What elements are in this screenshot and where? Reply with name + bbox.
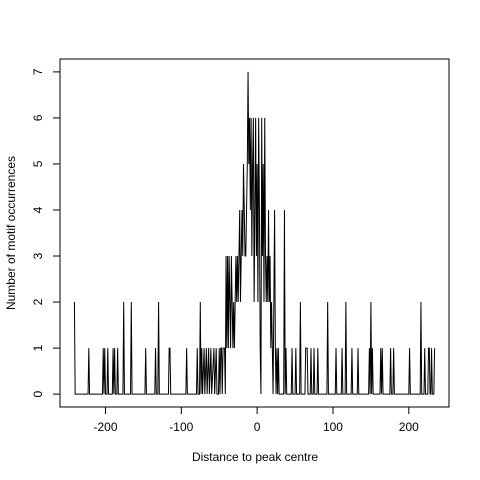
y-tick-label: 3 [31, 252, 45, 259]
x-tick-label: 0 [254, 420, 261, 434]
y-tick-label: 5 [31, 160, 45, 167]
y-tick-label: 7 [31, 68, 45, 75]
y-tick-label: 4 [31, 206, 45, 213]
x-tick-label: -100 [169, 420, 193, 434]
y-tick-label: 2 [31, 298, 45, 305]
y-axis-label: Number of motif occurrences [4, 156, 18, 310]
x-tick-label: 100 [323, 420, 343, 434]
x-tick-label: -200 [93, 420, 117, 434]
y-tick-label: 6 [31, 114, 45, 121]
y-tick-label: 0 [31, 390, 45, 397]
data-line [73, 71, 436, 395]
x-tick-label: 200 [399, 420, 419, 434]
y-tick-label: 1 [31, 344, 45, 351]
x-axis-label: Distance to peak centre [192, 450, 318, 464]
